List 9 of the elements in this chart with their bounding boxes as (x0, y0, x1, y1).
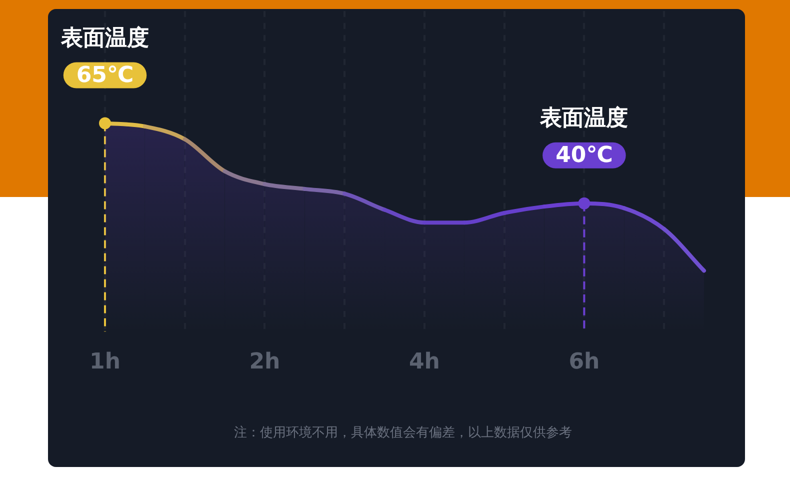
x-tick-label: 2h (249, 350, 280, 375)
annotation: 表面温度 (60, 24, 149, 51)
data-label: 40℃ (556, 143, 613, 168)
annotation: 表面温度 (539, 105, 628, 132)
data-label: 65℃ (76, 62, 134, 88)
text: 注：使用环境不用，具体数值会有偏差，以上数据仅供参考 (234, 424, 572, 440)
x-tick-label: 6h (568, 350, 600, 375)
x-tick-label: 4h (408, 350, 440, 375)
x-tick-label: 1h (90, 350, 120, 375)
